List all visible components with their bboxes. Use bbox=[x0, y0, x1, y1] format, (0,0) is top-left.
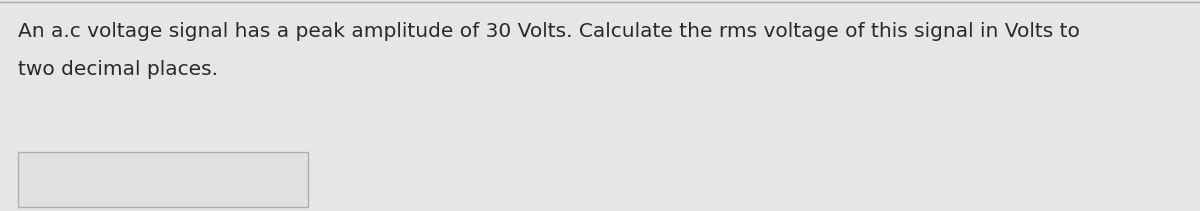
Text: An a.c voltage signal has a peak amplitude of 30 Volts. Calculate the rms voltag: An a.c voltage signal has a peak amplitu… bbox=[18, 22, 1080, 41]
Bar bbox=[18, 152, 308, 207]
Text: two decimal places.: two decimal places. bbox=[18, 60, 218, 79]
